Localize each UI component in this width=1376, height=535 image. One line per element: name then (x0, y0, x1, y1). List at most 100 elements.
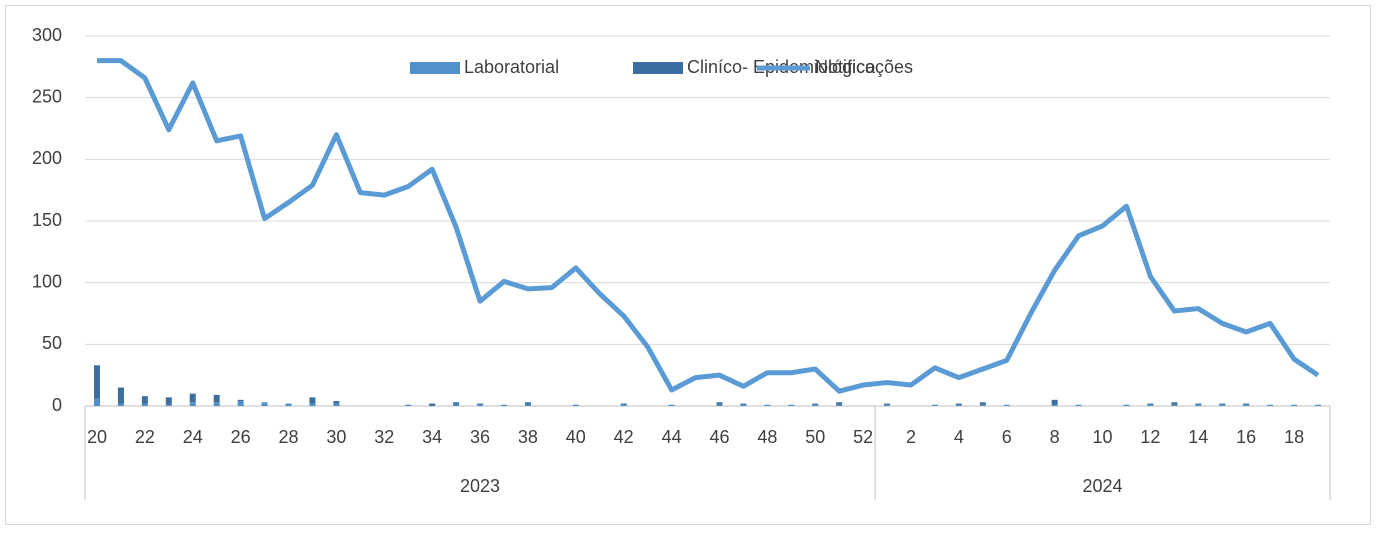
y-tick-label: 200 (32, 148, 62, 168)
bar (189, 393, 196, 403)
bar (836, 404, 843, 406)
x-tick-label: 16 (1236, 427, 1256, 447)
y-tick-label: 100 (32, 271, 62, 291)
x-tick-label: 30 (326, 427, 346, 447)
bar (572, 404, 579, 406)
bar (333, 403, 340, 406)
bar (1195, 403, 1202, 405)
bar (477, 403, 484, 405)
x-tick-label: 24 (183, 427, 203, 447)
bar (1123, 404, 1130, 406)
bar (884, 404, 891, 406)
x-tick-label: 8 (1050, 427, 1060, 447)
x-tick-label: 50 (805, 427, 825, 447)
x-tick-label: 48 (757, 427, 777, 447)
y-tick-label: 0 (52, 395, 62, 415)
bar (812, 403, 819, 405)
x-tick-label: 6 (1002, 427, 1012, 447)
x-tick-label: 36 (470, 427, 490, 447)
bar (1315, 404, 1322, 406)
bar (117, 387, 124, 404)
x-tick-label: 40 (566, 427, 586, 447)
bar (740, 404, 747, 406)
bar (213, 394, 220, 403)
bar (955, 403, 962, 405)
bar (884, 403, 891, 405)
bar (620, 403, 627, 405)
bar (979, 402, 986, 405)
bar (740, 403, 747, 405)
bar (405, 404, 412, 406)
bar (1219, 404, 1226, 406)
x-tick-label: 14 (1188, 427, 1208, 447)
bar (141, 396, 148, 404)
x-tick-label: 12 (1140, 427, 1160, 447)
y-tick-label: 150 (32, 210, 62, 230)
bar (453, 404, 460, 406)
legend-swatch (410, 62, 460, 74)
x-tick-label: 34 (422, 427, 442, 447)
bar (309, 403, 316, 406)
y-tick-label: 50 (42, 333, 62, 353)
bar (1075, 404, 1082, 406)
legend-swatch (633, 62, 683, 74)
x-tick-label: 22 (135, 427, 155, 447)
bar (500, 404, 507, 406)
bar (620, 404, 627, 406)
bar (524, 404, 531, 406)
bar (1267, 404, 1274, 406)
bar (955, 404, 962, 406)
bar (716, 404, 723, 406)
bar (477, 404, 484, 406)
x-tick-label: 42 (614, 427, 634, 447)
bar (1147, 403, 1154, 405)
bar (524, 402, 531, 405)
bar (1051, 399, 1058, 405)
bar (1147, 404, 1154, 406)
bar (1171, 402, 1178, 405)
bar (764, 404, 771, 406)
bar (117, 403, 124, 406)
bar (165, 404, 172, 406)
bar (1243, 404, 1250, 406)
bar (141, 403, 148, 406)
bar (1003, 404, 1010, 406)
bar (836, 402, 843, 405)
y-tick-label: 300 (32, 25, 62, 45)
x-tick-label: 46 (709, 427, 729, 447)
bar (93, 398, 100, 406)
bar (237, 399, 244, 402)
bar (931, 404, 938, 406)
bar (453, 402, 460, 405)
group-label: 2024 (1083, 476, 1123, 496)
bar (93, 365, 100, 399)
x-tick-label: 18 (1284, 427, 1304, 447)
bar (716, 402, 723, 405)
legend-label: Laboratorial (464, 57, 559, 77)
bar (668, 404, 675, 406)
x-tick-label: 2 (906, 427, 916, 447)
bar (213, 402, 220, 406)
chart-frame (5, 5, 1371, 525)
bar (237, 401, 244, 406)
x-tick-label: 4 (954, 427, 964, 447)
bar (1291, 404, 1298, 406)
bar (788, 404, 795, 406)
x-tick-label: 52 (853, 427, 873, 447)
x-tick-label: 38 (518, 427, 538, 447)
bar (1171, 404, 1178, 406)
bar (979, 404, 986, 406)
bar (1195, 404, 1202, 406)
bar (1051, 404, 1058, 406)
bar (309, 397, 316, 404)
group-label: 2023 (460, 476, 500, 496)
bar (812, 404, 819, 406)
x-tick-label: 10 (1093, 427, 1113, 447)
x-tick-label: 32 (374, 427, 394, 447)
legend-label: Notificações (815, 57, 913, 77)
bar (1243, 403, 1250, 405)
bar (165, 397, 172, 405)
x-tick-label: 20 (87, 427, 107, 447)
